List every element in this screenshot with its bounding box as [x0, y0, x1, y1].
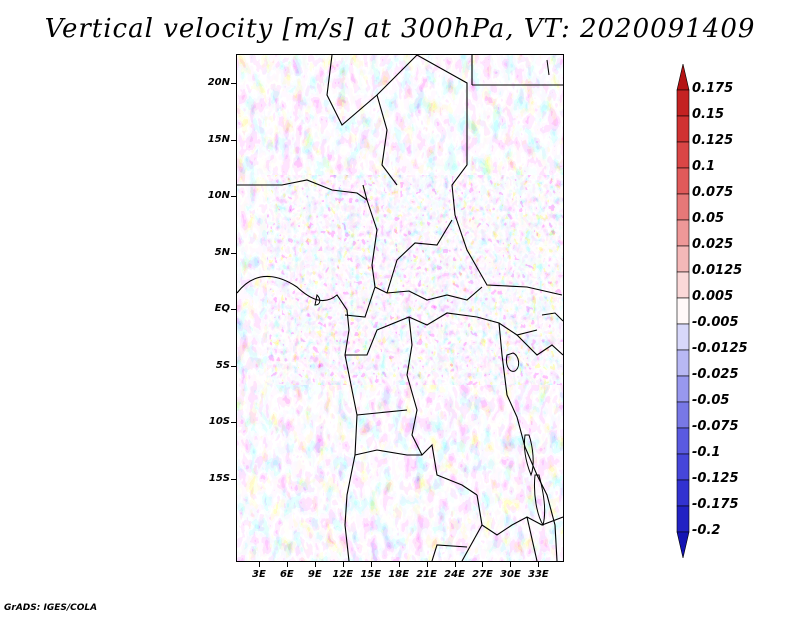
colorbar-label: 0.175 — [692, 81, 734, 96]
lon-label: 24E — [444, 569, 465, 580]
lat-label: 10N — [207, 190, 230, 202]
lat-tick — [231, 478, 236, 480]
colorbar-segment — [676, 245, 690, 273]
colorbar-segment — [676, 505, 690, 533]
lat-label: 5S — [215, 359, 230, 371]
colorbar-segment — [676, 427, 690, 455]
lon-tick — [370, 562, 372, 567]
colorbar-label: -0.005 — [692, 315, 739, 330]
lon-tick — [314, 562, 316, 567]
lon-tick — [258, 562, 260, 567]
colorbar-bottom-triangle — [676, 531, 690, 558]
field-shading-convective — [267, 175, 563, 385]
colorbar-label: 0.125 — [692, 133, 734, 148]
lat-label: 5N — [214, 246, 230, 258]
colorbar-label: -0.175 — [692, 497, 739, 512]
lon-label: 12E — [332, 569, 354, 580]
colorbar-label: -0.0125 — [692, 341, 748, 356]
lon-tick — [342, 562, 344, 567]
colorbar-segment — [676, 167, 690, 195]
colorbar-label: -0.05 — [692, 393, 730, 408]
lat-tick — [231, 252, 236, 254]
lon-tick — [286, 562, 288, 567]
colorbar-label: -0.025 — [692, 367, 739, 382]
lon-label: 27E — [472, 569, 493, 580]
colorbar-segment — [676, 297, 690, 325]
lon-label: 21E — [416, 569, 437, 580]
grads-credit: GrADS: IGES/COLA — [4, 603, 98, 613]
lon-label: 30E — [500, 569, 521, 580]
lat-label: 20N — [207, 77, 230, 89]
lat-label: 10S — [208, 416, 230, 428]
colorbar-label: -0.1 — [692, 445, 721, 460]
colorbar-segment — [676, 89, 690, 117]
lon-label: 9E — [307, 569, 322, 580]
colorbar-segment — [676, 401, 690, 429]
lat-label: EQ — [214, 303, 230, 315]
colorbar-label: 0.15 — [692, 107, 725, 122]
lon-tick — [426, 562, 428, 567]
map-panel — [236, 54, 564, 562]
lon-label: 15E — [360, 569, 382, 580]
lon-label: 33E — [527, 569, 549, 580]
colorbar-label: 0.0125 — [692, 263, 743, 278]
lon-tick — [538, 562, 540, 567]
lat-label: 15N — [207, 133, 230, 145]
country-borders — [237, 55, 563, 561]
colorbar-label: 0.005 — [692, 289, 734, 304]
colorbar-label: 0.1 — [692, 159, 716, 174]
colorbar-segment — [676, 193, 690, 221]
lat-tick — [231, 196, 236, 198]
lat-tick — [231, 422, 236, 424]
lon-label: 6E — [279, 569, 294, 580]
colorbar-segment — [676, 271, 690, 299]
lat-tick — [231, 139, 236, 141]
lake-outlines — [314, 59, 563, 527]
lat-label: 15S — [208, 472, 230, 484]
colorbar-label: 0.075 — [692, 185, 734, 200]
colorbar-segment — [676, 141, 690, 169]
colorbar-label: -0.125 — [692, 471, 739, 486]
lon-label: 18E — [388, 569, 410, 580]
lon-tick — [398, 562, 400, 567]
lon-tick — [454, 562, 456, 567]
vertical-velocity-field — [237, 55, 563, 561]
lon-tick — [482, 562, 484, 567]
chart-title: Vertical velocity [m/s] at 300hPa, VT: 2… — [44, 14, 756, 44]
lon-tick — [510, 562, 512, 567]
colorbar-top-triangle — [676, 64, 690, 91]
lon-label: 3E — [252, 569, 266, 580]
colorbar-label: -0.2 — [692, 523, 721, 538]
lat-tick — [231, 365, 236, 367]
colorbar-label: 0.025 — [692, 237, 734, 252]
colorbar-segment — [676, 453, 690, 481]
lat-tick — [231, 83, 236, 85]
colorbar — [676, 64, 690, 558]
colorbar-label: 0.05 — [692, 211, 725, 226]
colorbar-segment — [676, 479, 690, 507]
lat-tick — [231, 309, 236, 311]
colorbar-segment — [676, 219, 690, 247]
colorbar-segment — [676, 375, 690, 403]
colorbar-segment — [676, 115, 690, 143]
colorbar-segment — [676, 323, 690, 351]
colorbar-segment — [676, 349, 690, 377]
colorbar-label: -0.075 — [692, 419, 739, 434]
